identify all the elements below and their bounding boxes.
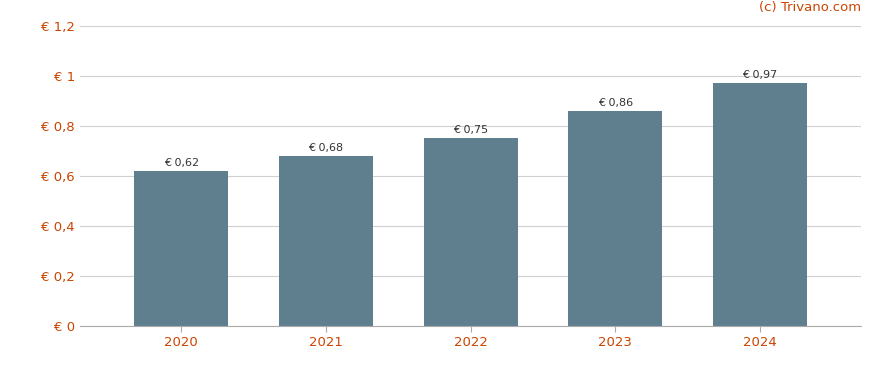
Bar [134, 171, 228, 326]
Text: € 0,75: € 0,75 [453, 125, 488, 135]
Text: (c) Trivano.com: (c) Trivano.com [759, 1, 861, 14]
Bar [568, 111, 662, 326]
Text: € 0,97: € 0,97 [742, 70, 778, 80]
Bar [424, 138, 518, 326]
Text: € 0,68: € 0,68 [308, 142, 344, 152]
Bar [279, 156, 373, 326]
Text: € 0,86: € 0,86 [598, 98, 633, 108]
Text: € 0,62: € 0,62 [163, 158, 199, 168]
Bar [713, 83, 807, 326]
